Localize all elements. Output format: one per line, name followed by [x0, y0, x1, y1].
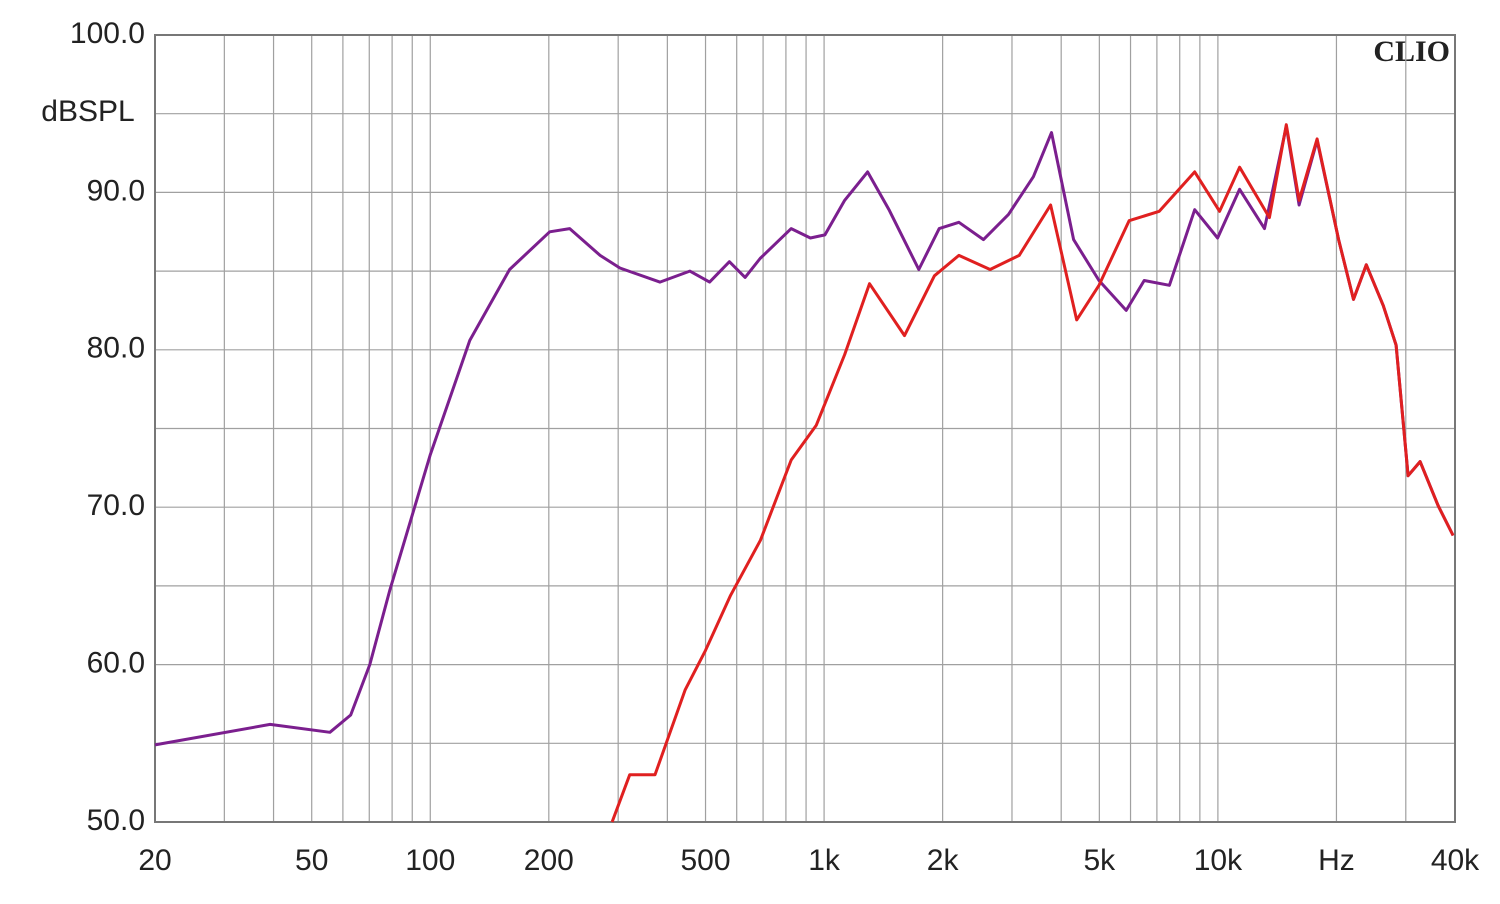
- y-tick-label: 70.0: [87, 489, 145, 522]
- x-tick-label: 50: [295, 844, 328, 877]
- x-tick-label: 500: [681, 844, 731, 877]
- annotation: CLIO: [1373, 35, 1450, 68]
- y-tick-label: 60.0: [87, 647, 145, 680]
- x-tick-label: 100: [405, 844, 455, 877]
- x-tick-label: 1k: [808, 844, 841, 877]
- y-tick-label: 100.0: [70, 17, 145, 50]
- x-tick-label: Hz: [1318, 844, 1355, 877]
- plot-frame: [154, 34, 1456, 823]
- series-line: [610, 123, 1455, 823]
- x-tick-label: 40k: [1431, 844, 1480, 877]
- x-tick-label: 5k: [1084, 844, 1117, 877]
- y-tick-label: 80.0: [87, 332, 145, 365]
- x-tick-label: 10k: [1194, 844, 1243, 877]
- x-tick-label: 2k: [927, 844, 960, 877]
- x-tick-label: 20: [138, 844, 171, 877]
- y-axis-label: dBSPL: [41, 95, 134, 128]
- y-tick-label: 90.0: [87, 174, 145, 207]
- y-tick-label: 50.0: [87, 804, 145, 837]
- x-tick-label: 200: [524, 844, 574, 877]
